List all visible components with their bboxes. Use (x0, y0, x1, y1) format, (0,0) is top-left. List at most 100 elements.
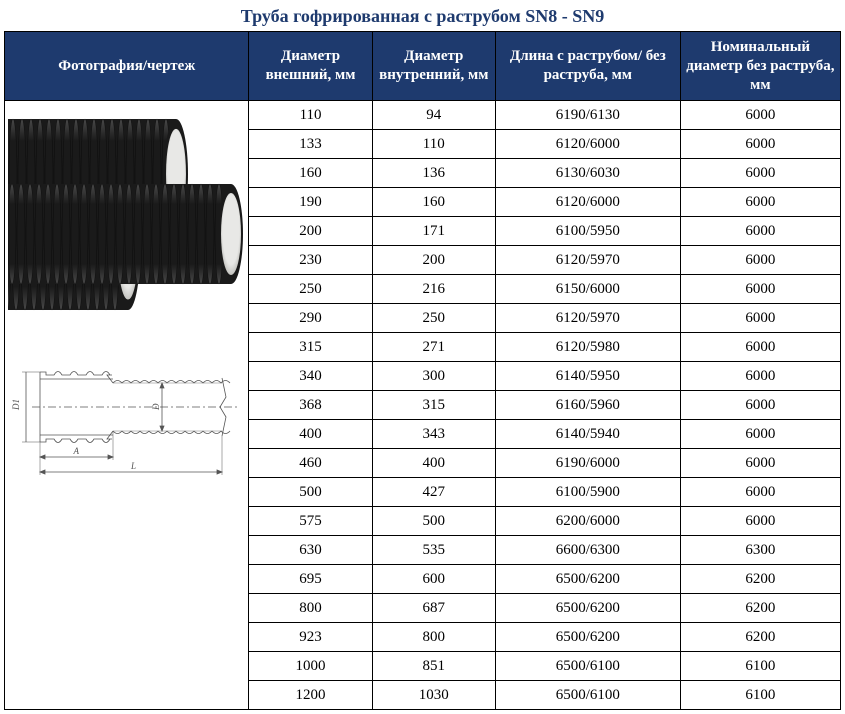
cell-c2: 400 (372, 449, 495, 478)
cell-c3: 6500/6100 (495, 681, 680, 710)
cell-c4: 6000 (680, 333, 840, 362)
cell-c2: 250 (372, 304, 495, 333)
image-cell: D1 D A L (5, 101, 249, 710)
cell-c1: 1000 (249, 652, 372, 681)
cell-c4: 6000 (680, 217, 840, 246)
cell-c1: 290 (249, 304, 372, 333)
cell-c4: 6200 (680, 623, 840, 652)
cell-c2: 600 (372, 565, 495, 594)
cell-c1: 190 (249, 188, 372, 217)
cell-c4: 6300 (680, 536, 840, 565)
cell-c1: 800 (249, 594, 372, 623)
cell-c3: 6500/6200 (495, 594, 680, 623)
cell-c3: 6120/6000 (495, 188, 680, 217)
cell-c2: 200 (372, 246, 495, 275)
cell-c1: 250 (249, 275, 372, 304)
cell-c1: 460 (249, 449, 372, 478)
cell-c1: 923 (249, 623, 372, 652)
cell-c3: 6120/6000 (495, 130, 680, 159)
cell-c1: 368 (249, 391, 372, 420)
cell-c1: 1200 (249, 681, 372, 710)
col-header-nominal: Номинальный диаметр без раструба, мм (680, 32, 840, 101)
cell-c3: 6120/5970 (495, 304, 680, 333)
cell-c2: 800 (372, 623, 495, 652)
cell-c2: 535 (372, 536, 495, 565)
image-holder: D1 D A L (7, 104, 246, 706)
cell-c3: 6120/5980 (495, 333, 680, 362)
svg-text:D: D (151, 403, 161, 411)
col-header-inner-dia: Диаметр внутренний, мм (372, 32, 495, 101)
cell-c2: 271 (372, 333, 495, 362)
cell-c4: 6000 (680, 478, 840, 507)
cell-c2: 216 (372, 275, 495, 304)
page-title: Труба гофрированная с раструбом SN8 - SN… (4, 6, 841, 27)
cell-c4: 6000 (680, 101, 840, 130)
cell-c3: 6600/6300 (495, 536, 680, 565)
cell-c2: 94 (372, 101, 495, 130)
cell-c1: 230 (249, 246, 372, 275)
cell-c4: 6000 (680, 275, 840, 304)
cell-c4: 6000 (680, 246, 840, 275)
cell-c1: 133 (249, 130, 372, 159)
cell-c3: 6190/6130 (495, 101, 680, 130)
cell-c2: 136 (372, 159, 495, 188)
cell-c3: 6130/6030 (495, 159, 680, 188)
table-row: D1DAL110946190/61306000 (5, 101, 841, 130)
cell-c3: 6100/5900 (495, 478, 680, 507)
cell-c2: 171 (372, 217, 495, 246)
cell-c2: 315 (372, 391, 495, 420)
cell-c3: 6140/5950 (495, 362, 680, 391)
cell-c1: 160 (249, 159, 372, 188)
header-row: Фотография/чертеж Диаметр внешний, мм Ди… (5, 32, 841, 101)
cell-c2: 427 (372, 478, 495, 507)
cell-c4: 6100 (680, 681, 840, 710)
cell-c2: 160 (372, 188, 495, 217)
cell-c4: 6200 (680, 594, 840, 623)
cell-c2: 500 (372, 507, 495, 536)
cell-c4: 6000 (680, 507, 840, 536)
col-header-outer-dia: Диаметр внешний, мм (249, 32, 372, 101)
cell-c2: 687 (372, 594, 495, 623)
pipes-photo-icon (8, 104, 246, 319)
cell-c3: 6140/5940 (495, 420, 680, 449)
col-header-photo: Фотография/чертеж (5, 32, 249, 101)
cell-c3: 6160/5960 (495, 391, 680, 420)
cell-c4: 6000 (680, 420, 840, 449)
cell-c2: 851 (372, 652, 495, 681)
tech-drawing-icon: D1 D A L (12, 337, 242, 487)
svg-text:A: A (72, 446, 79, 456)
cell-c3: 6190/6000 (495, 449, 680, 478)
cell-c2: 1030 (372, 681, 495, 710)
cell-c1: 630 (249, 536, 372, 565)
cell-c1: 340 (249, 362, 372, 391)
cell-c1: 400 (249, 420, 372, 449)
cell-c4: 6000 (680, 362, 840, 391)
cell-c1: 315 (249, 333, 372, 362)
cell-c1: 200 (249, 217, 372, 246)
cell-c3: 6200/6000 (495, 507, 680, 536)
cell-c3: 6100/5950 (495, 217, 680, 246)
cell-c4: 6000 (680, 159, 840, 188)
cell-c3: 6150/6000 (495, 275, 680, 304)
cell-c3: 6500/6200 (495, 623, 680, 652)
cell-c1: 695 (249, 565, 372, 594)
cell-c4: 6000 (680, 130, 840, 159)
cell-c1: 500 (249, 478, 372, 507)
cell-c4: 6100 (680, 652, 840, 681)
spec-table: Фотография/чертеж Диаметр внешний, мм Ди… (4, 31, 841, 710)
cell-c3: 6120/5970 (495, 246, 680, 275)
cell-c1: 110 (249, 101, 372, 130)
cell-c4: 6000 (680, 304, 840, 333)
cell-c1: 575 (249, 507, 372, 536)
svg-text:D1: D1 (12, 399, 21, 411)
cell-c3: 6500/6100 (495, 652, 680, 681)
cell-c4: 6000 (680, 188, 840, 217)
cell-c3: 6500/6200 (495, 565, 680, 594)
cell-c2: 343 (372, 420, 495, 449)
cell-c4: 6000 (680, 391, 840, 420)
cell-c2: 110 (372, 130, 495, 159)
cell-c4: 6200 (680, 565, 840, 594)
svg-text:L: L (130, 461, 136, 471)
col-header-length: Длина с раструбом/ без раструба, мм (495, 32, 680, 101)
cell-c4: 6000 (680, 449, 840, 478)
